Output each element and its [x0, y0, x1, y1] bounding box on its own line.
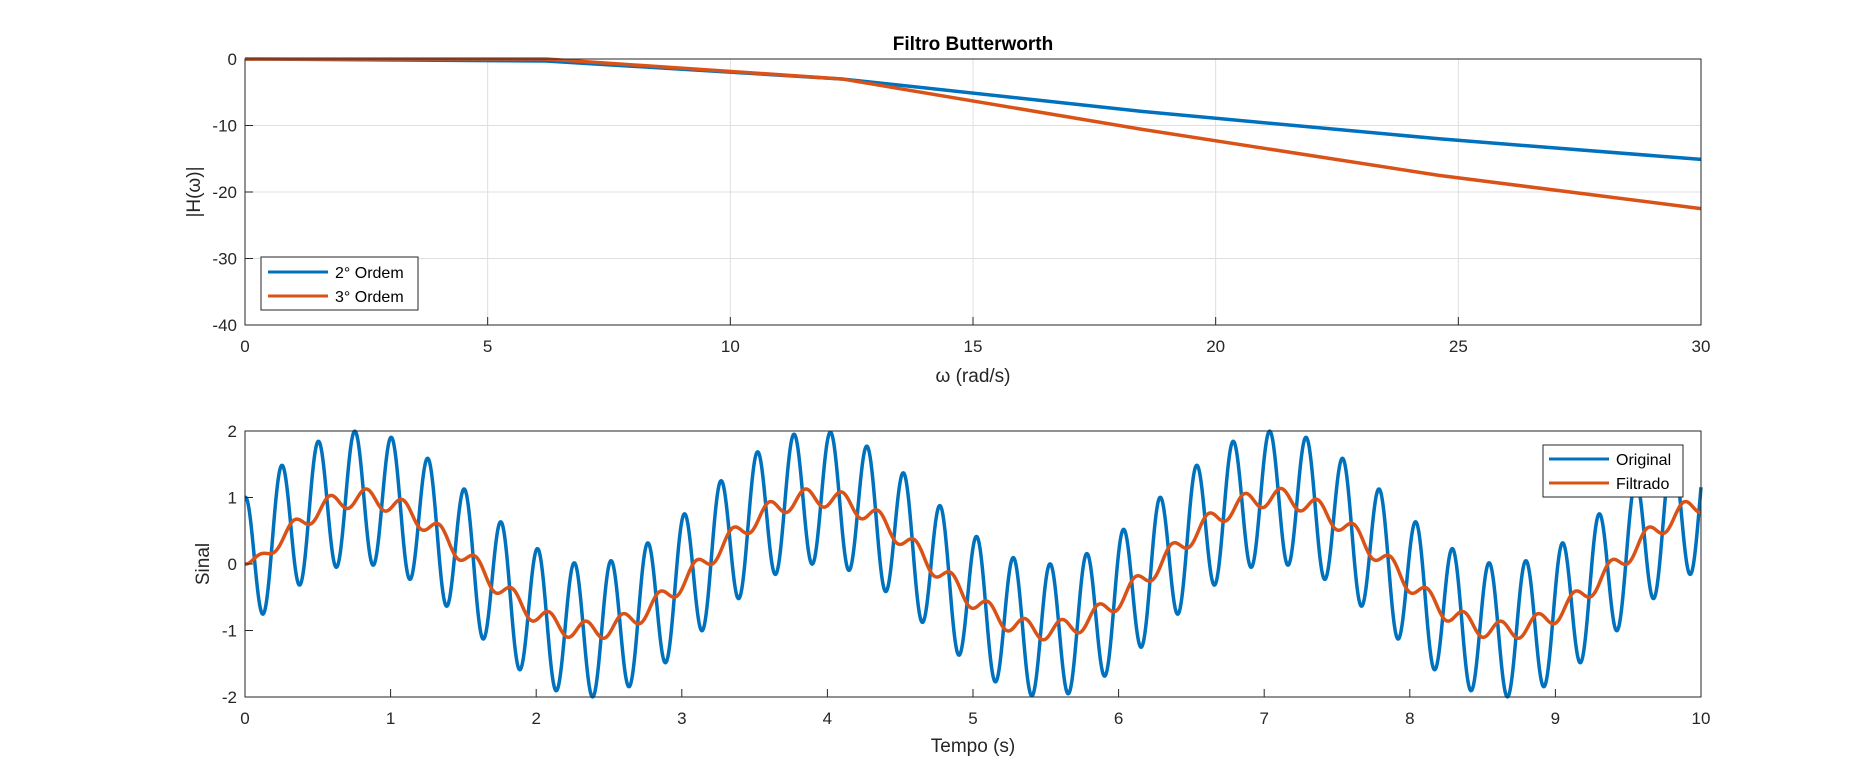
y-tick-label: 0 [228, 50, 237, 69]
legend-label-3rd-order: 3° Ordem [335, 289, 404, 306]
y-tick-label: 1 [228, 489, 237, 508]
x-tick-label: 20 [1206, 337, 1225, 356]
y-tick-label: -30 [212, 250, 237, 269]
plot1-legend-box [260, 256, 419, 311]
plot1-xlabel: ω (rad/s) [935, 366, 1010, 387]
plot2-ylabel: Sinal [193, 543, 214, 585]
plot2-legend: Original Filtrado [1542, 444, 1684, 498]
frequency-response-plot: 0 5 10 15 20 25 30 0 -10 -20 -30 -40 Filtro Butterw… [184, 34, 1710, 387]
x-tick-label: 10 [721, 337, 740, 356]
series-original-line [243, 429, 1703, 699]
legend-label-2nd-order: 2° Ordem [335, 265, 404, 282]
x-tick-label: 0 [240, 337, 249, 356]
y-tick-label: 0 [228, 555, 237, 574]
y-tick-label: 2 [228, 422, 237, 441]
x-tick-label: 2 [531, 709, 540, 728]
y-tick-label: -2 [222, 688, 237, 707]
legend-label-original: Original [1616, 452, 1671, 469]
x-tick-label: 5 [483, 337, 492, 356]
x-tick-label: 25 [1449, 337, 1468, 356]
x-tick-label: 10 [1692, 709, 1711, 728]
x-tick-label: 9 [1551, 709, 1560, 728]
x-tick-label: 4 [823, 709, 832, 728]
x-tick-label: 3 [677, 709, 686, 728]
plot2-background [245, 431, 1701, 697]
plot1-title: Filtro Butterworth [893, 34, 1053, 55]
x-tick-label: 6 [1114, 709, 1123, 728]
plot1-ylabel: |H(ω)| [184, 166, 205, 217]
y-tick-label: -1 [222, 622, 237, 641]
x-tick-label: 5 [968, 709, 977, 728]
plot2-xlabel: Tempo (s) [931, 736, 1015, 757]
plot2-lines [243, 429, 1703, 699]
y-tick-label: -10 [212, 117, 237, 136]
x-tick-label: 7 [1259, 709, 1268, 728]
y-tick-label: -20 [212, 183, 237, 202]
x-tick-label: 30 [1692, 337, 1711, 356]
x-tick-label: 8 [1405, 709, 1414, 728]
y-tick-label: -40 [212, 316, 237, 335]
plot2-legend-box [1542, 444, 1684, 498]
series-filtered-line [243, 486, 1703, 642]
plot1-legend: 2° Ordem 3° Ordem [260, 256, 419, 311]
x-tick-label: 0 [240, 709, 249, 728]
legend-label-filtered: Filtrado [1616, 476, 1669, 493]
x-tick-label: 15 [964, 337, 983, 356]
x-tick-label: 1 [386, 709, 395, 728]
plot1-ticks: 0 5 10 15 20 25 30 0 -10 -20 -30 -40 [212, 50, 1710, 356]
